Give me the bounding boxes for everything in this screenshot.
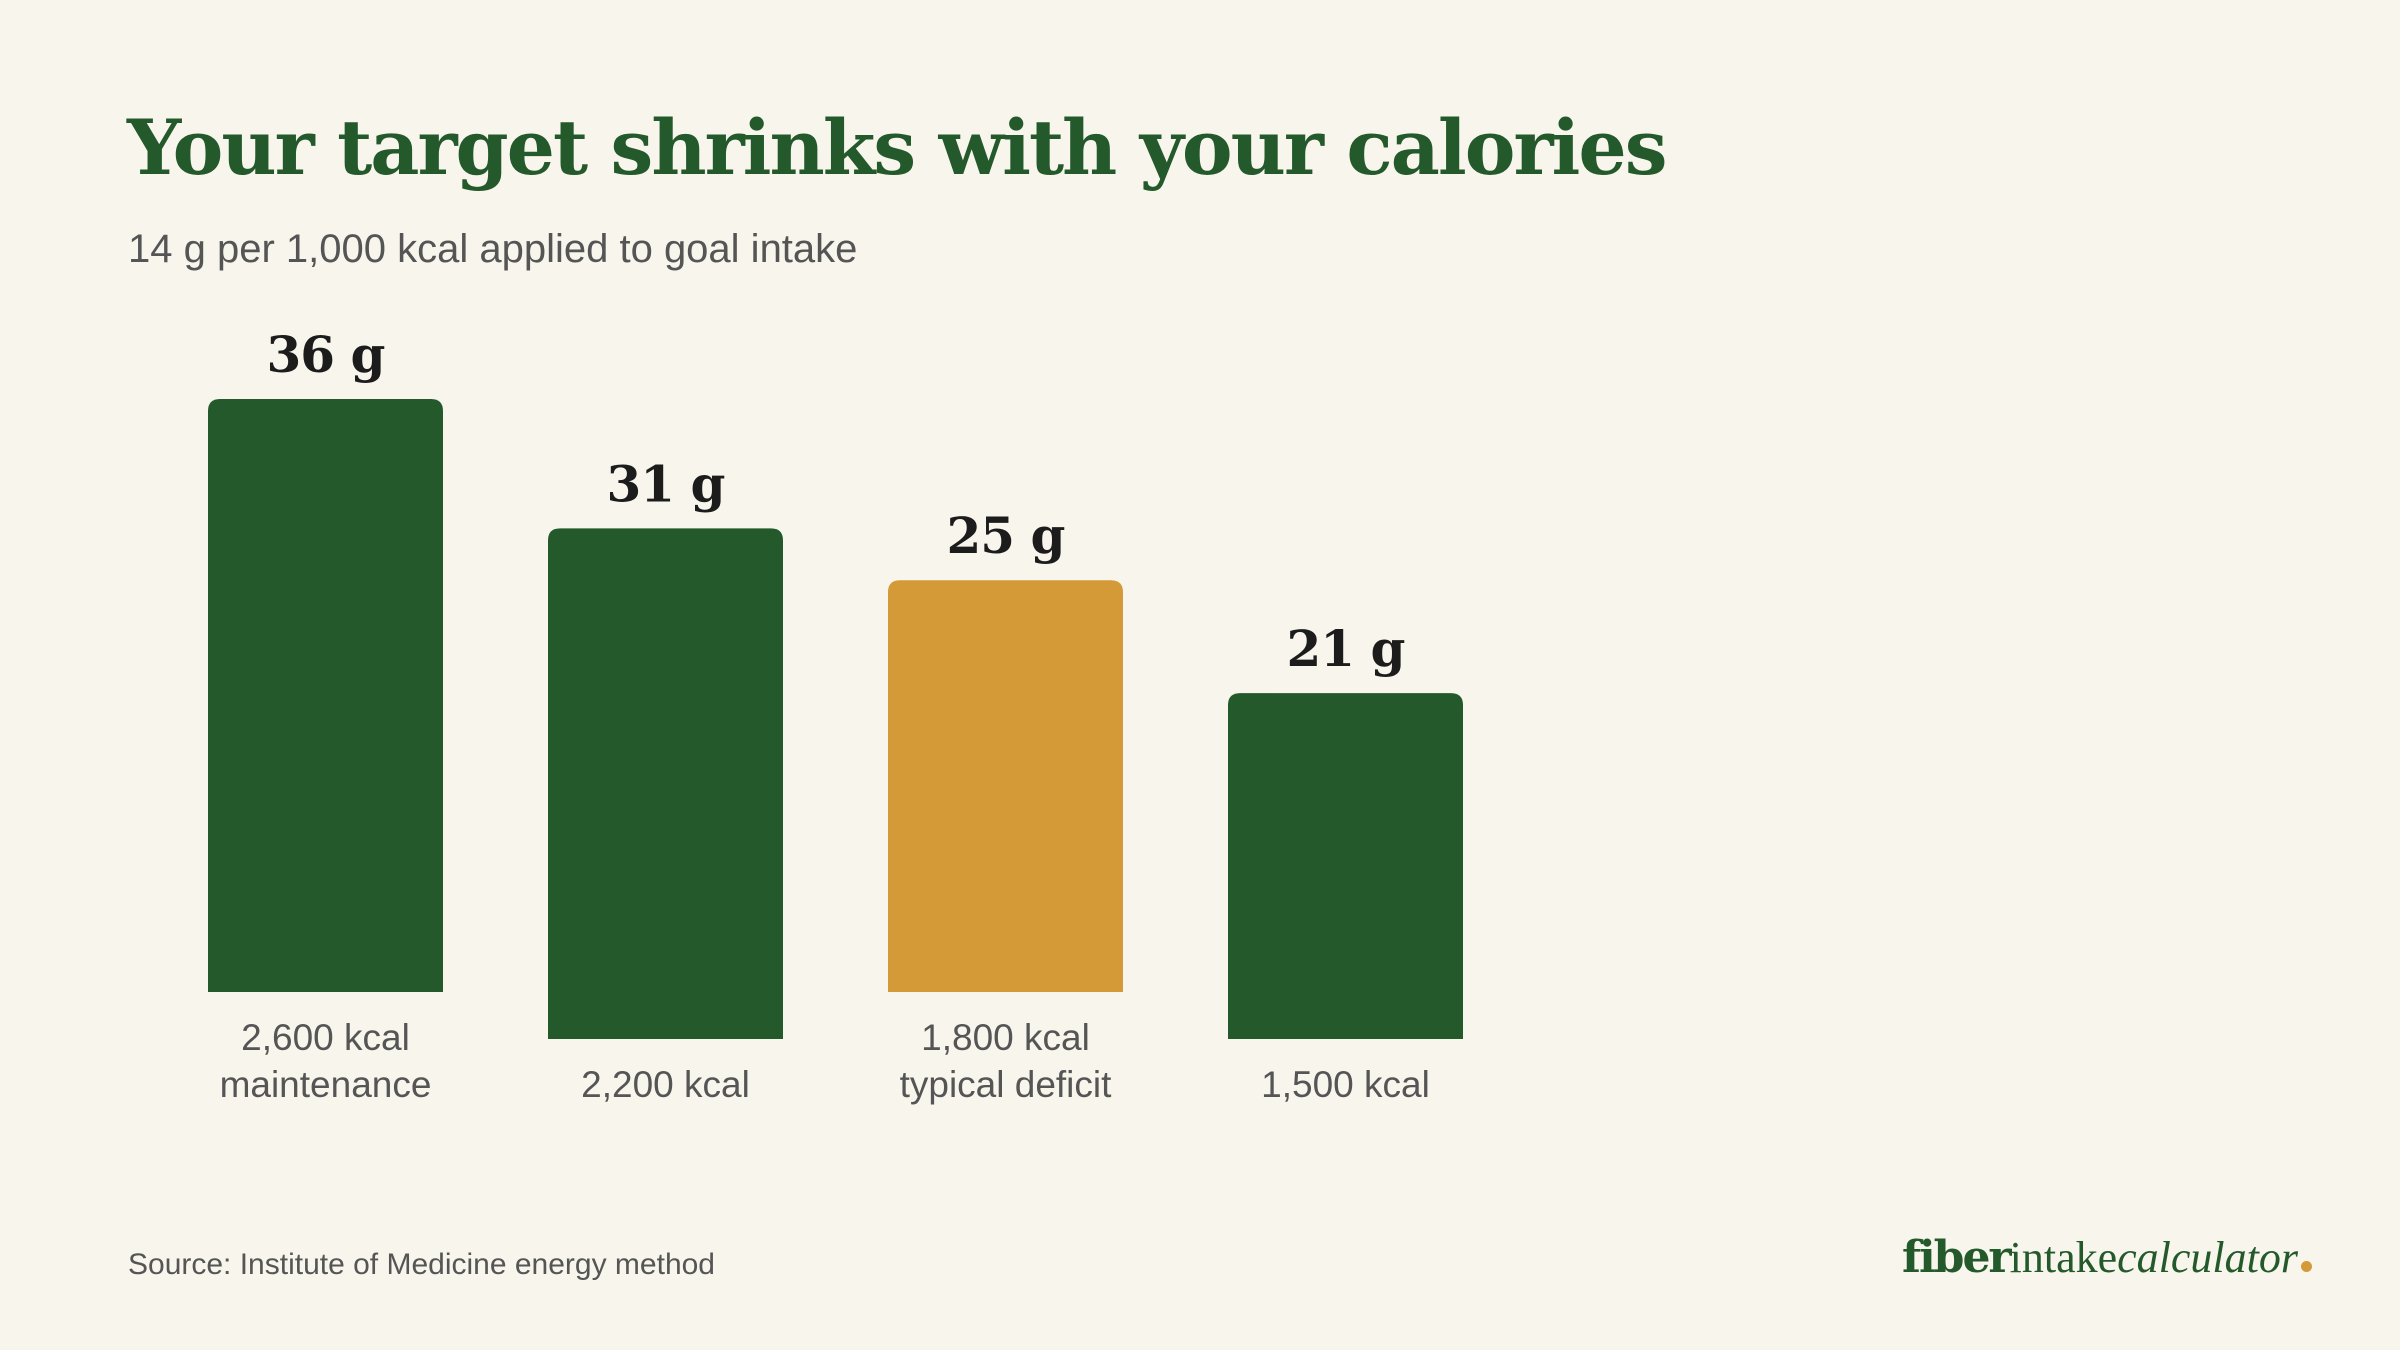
brand-logo: fiberintakecalculator xyxy=(1902,1236,2312,1280)
value-label-2: 25 g xyxy=(947,506,1065,565)
value-label-0: 36 g xyxy=(267,325,385,384)
category-label-1-line-0: 2,200 kcal xyxy=(581,1064,750,1105)
value-label-3: 21 g xyxy=(1287,619,1405,678)
chart-title: Your target shrinks with your calories xyxy=(127,103,1668,192)
logo-dot-icon xyxy=(2301,1261,2312,1272)
bar-3 xyxy=(1228,693,1463,1039)
category-label-0-line-0: 2,600 kcal xyxy=(241,1017,410,1058)
chart-subtitle: 14 g per 1,000 kcal applied to goal inta… xyxy=(128,227,858,271)
bar-2 xyxy=(888,580,1123,992)
category-label-2-line-1: typical deficit xyxy=(900,1064,1113,1105)
source-note: Source: Institute of Medicine energy met… xyxy=(128,1248,715,1281)
logo-intake-text: intake xyxy=(2009,1233,2118,1282)
logo-fiber-text: fiber xyxy=(1902,1232,2012,1283)
logo-calculator-text: calculator xyxy=(2117,1233,2298,1282)
bar-0 xyxy=(208,399,443,992)
value-label-1: 31 g xyxy=(607,454,725,513)
category-label-2-line-0: 1,800 kcal xyxy=(921,1017,1090,1058)
category-label-0-line-1: maintenance xyxy=(220,1064,432,1105)
bar-1 xyxy=(548,528,783,1039)
category-label-3-line-0: 1,500 kcal xyxy=(1261,1064,1430,1105)
